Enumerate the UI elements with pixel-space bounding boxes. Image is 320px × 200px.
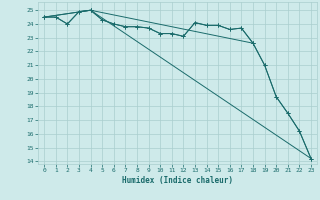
X-axis label: Humidex (Indice chaleur): Humidex (Indice chaleur): [122, 176, 233, 185]
